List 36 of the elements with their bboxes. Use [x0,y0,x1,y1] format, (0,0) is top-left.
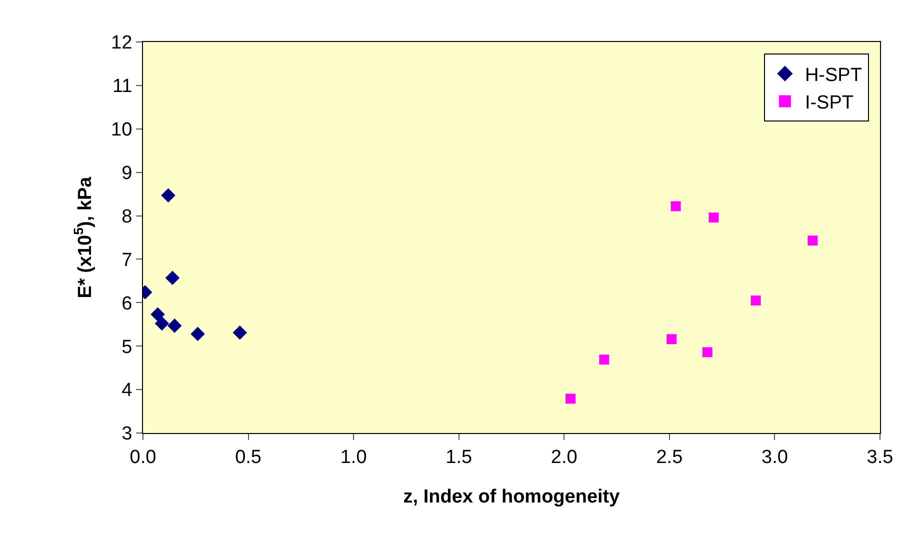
x-tick-label: 2.0 [550,446,578,468]
point [702,347,712,358]
y-tick-label: 9 [122,162,132,184]
y-tick-label: 12 [111,32,132,54]
y-tick-label: 6 [122,293,132,314]
y-tick-label: 7 [122,250,132,271]
x-axis-title: z, Index of homogeneity [403,486,620,508]
point [750,295,761,306]
y-tick-label: 3 [122,424,132,445]
point [165,270,180,286]
y-tick-label: 4 [122,380,133,402]
point [150,307,165,322]
x-tick-label: 0.0 [130,446,156,468]
point [154,316,170,331]
legend-label: I-SPT [804,92,854,114]
point [190,326,205,342]
y-tick-label: 11 [112,76,132,98]
point [666,334,677,344]
point [565,394,576,404]
x-tick-label: 1.0 [340,446,367,468]
x-tick-label: 1.5 [446,446,472,468]
y-tick-label: 5 [122,336,132,358]
point [599,354,610,365]
x-tick-label: 0.5 [235,446,262,468]
y-tick-label: 10 [111,120,132,141]
point [167,318,182,333]
legend-label: H-SPT [804,64,862,86]
point [670,201,681,212]
x-tick-label: 2.5 [656,446,683,468]
y-tick-label: 8 [122,206,132,228]
point [708,212,719,223]
point [232,325,248,340]
x-tick-label: 3.0 [762,446,788,468]
point [161,188,176,203]
point [808,236,818,246]
x-tick-label: 3.5 [866,446,894,468]
